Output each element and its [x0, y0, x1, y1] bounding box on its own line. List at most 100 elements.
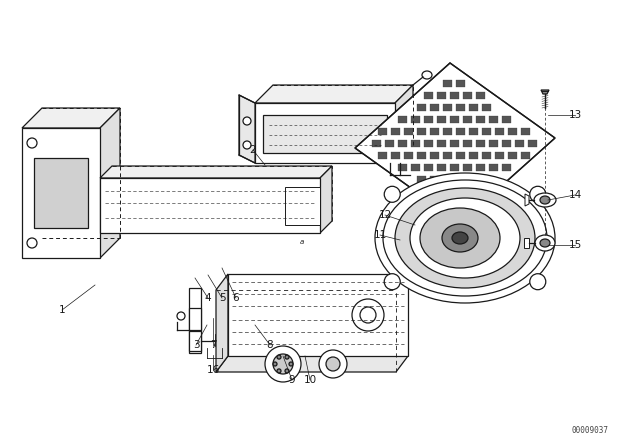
Ellipse shape: [530, 186, 546, 202]
Bar: [215, 334, 225, 346]
Text: 7: 7: [210, 340, 216, 350]
Ellipse shape: [395, 188, 535, 288]
Ellipse shape: [319, 350, 347, 378]
Bar: [411, 164, 420, 171]
Bar: [456, 200, 465, 207]
Bar: [502, 164, 511, 171]
Bar: [508, 152, 517, 159]
Polygon shape: [255, 85, 413, 103]
Ellipse shape: [375, 173, 555, 303]
Polygon shape: [239, 95, 255, 163]
Ellipse shape: [540, 196, 550, 204]
Bar: [502, 116, 511, 123]
Bar: [443, 176, 452, 183]
Bar: [417, 152, 426, 159]
Bar: [437, 92, 446, 99]
Bar: [450, 92, 459, 99]
Text: 1: 1: [59, 305, 65, 315]
Ellipse shape: [326, 357, 340, 371]
Bar: [430, 104, 439, 111]
Ellipse shape: [410, 198, 520, 278]
Bar: [521, 128, 530, 135]
Text: 8: 8: [267, 340, 273, 350]
Ellipse shape: [384, 274, 400, 290]
Bar: [417, 104, 426, 111]
Polygon shape: [320, 166, 332, 233]
Polygon shape: [541, 90, 549, 94]
Bar: [372, 140, 381, 147]
Ellipse shape: [265, 346, 301, 382]
Ellipse shape: [273, 354, 293, 374]
Polygon shape: [22, 108, 120, 128]
Bar: [482, 104, 491, 111]
Ellipse shape: [422, 71, 432, 79]
Ellipse shape: [27, 238, 37, 248]
Bar: [482, 152, 491, 159]
Bar: [463, 140, 472, 147]
Bar: [378, 152, 387, 159]
Bar: [489, 140, 498, 147]
Bar: [476, 164, 485, 171]
Bar: [443, 128, 452, 135]
Polygon shape: [189, 308, 201, 330]
Ellipse shape: [277, 369, 281, 373]
Bar: [463, 188, 472, 195]
Ellipse shape: [277, 355, 281, 359]
Bar: [489, 116, 498, 123]
Text: 00009037: 00009037: [572, 426, 609, 435]
Bar: [285, 187, 320, 225]
Ellipse shape: [383, 180, 547, 296]
Ellipse shape: [245, 298, 255, 308]
Bar: [255, 103, 395, 163]
Polygon shape: [524, 238, 529, 248]
Text: 13: 13: [568, 110, 582, 120]
Bar: [450, 116, 459, 123]
Polygon shape: [525, 194, 529, 206]
Ellipse shape: [177, 312, 185, 320]
Bar: [228, 274, 408, 356]
Bar: [398, 164, 407, 171]
Bar: [189, 288, 201, 353]
Bar: [34, 158, 88, 228]
Bar: [456, 152, 465, 159]
Bar: [450, 188, 459, 195]
Polygon shape: [395, 85, 413, 163]
Bar: [469, 104, 478, 111]
Bar: [424, 140, 433, 147]
Bar: [443, 152, 452, 159]
Bar: [476, 140, 485, 147]
Polygon shape: [100, 108, 120, 258]
Bar: [450, 140, 459, 147]
Ellipse shape: [352, 299, 384, 331]
Ellipse shape: [273, 362, 277, 366]
Bar: [411, 140, 420, 147]
Text: 6: 6: [233, 293, 239, 303]
Text: 11: 11: [373, 230, 387, 240]
Bar: [502, 140, 511, 147]
Text: 12: 12: [378, 210, 392, 220]
Ellipse shape: [243, 141, 251, 149]
Bar: [437, 140, 446, 147]
Bar: [489, 164, 498, 171]
Ellipse shape: [452, 232, 468, 244]
Bar: [437, 164, 446, 171]
Text: 9: 9: [289, 375, 295, 385]
Bar: [391, 128, 400, 135]
Ellipse shape: [27, 138, 37, 148]
Ellipse shape: [540, 239, 550, 247]
Bar: [456, 176, 465, 183]
Bar: [430, 176, 439, 183]
Bar: [424, 116, 433, 123]
Ellipse shape: [243, 117, 251, 125]
Ellipse shape: [360, 307, 376, 323]
Bar: [430, 152, 439, 159]
Bar: [495, 128, 504, 135]
Bar: [528, 140, 537, 147]
Bar: [404, 152, 413, 159]
Bar: [443, 104, 452, 111]
Bar: [515, 140, 524, 147]
Bar: [463, 116, 472, 123]
Bar: [424, 92, 433, 99]
Bar: [469, 176, 478, 183]
Bar: [476, 116, 485, 123]
